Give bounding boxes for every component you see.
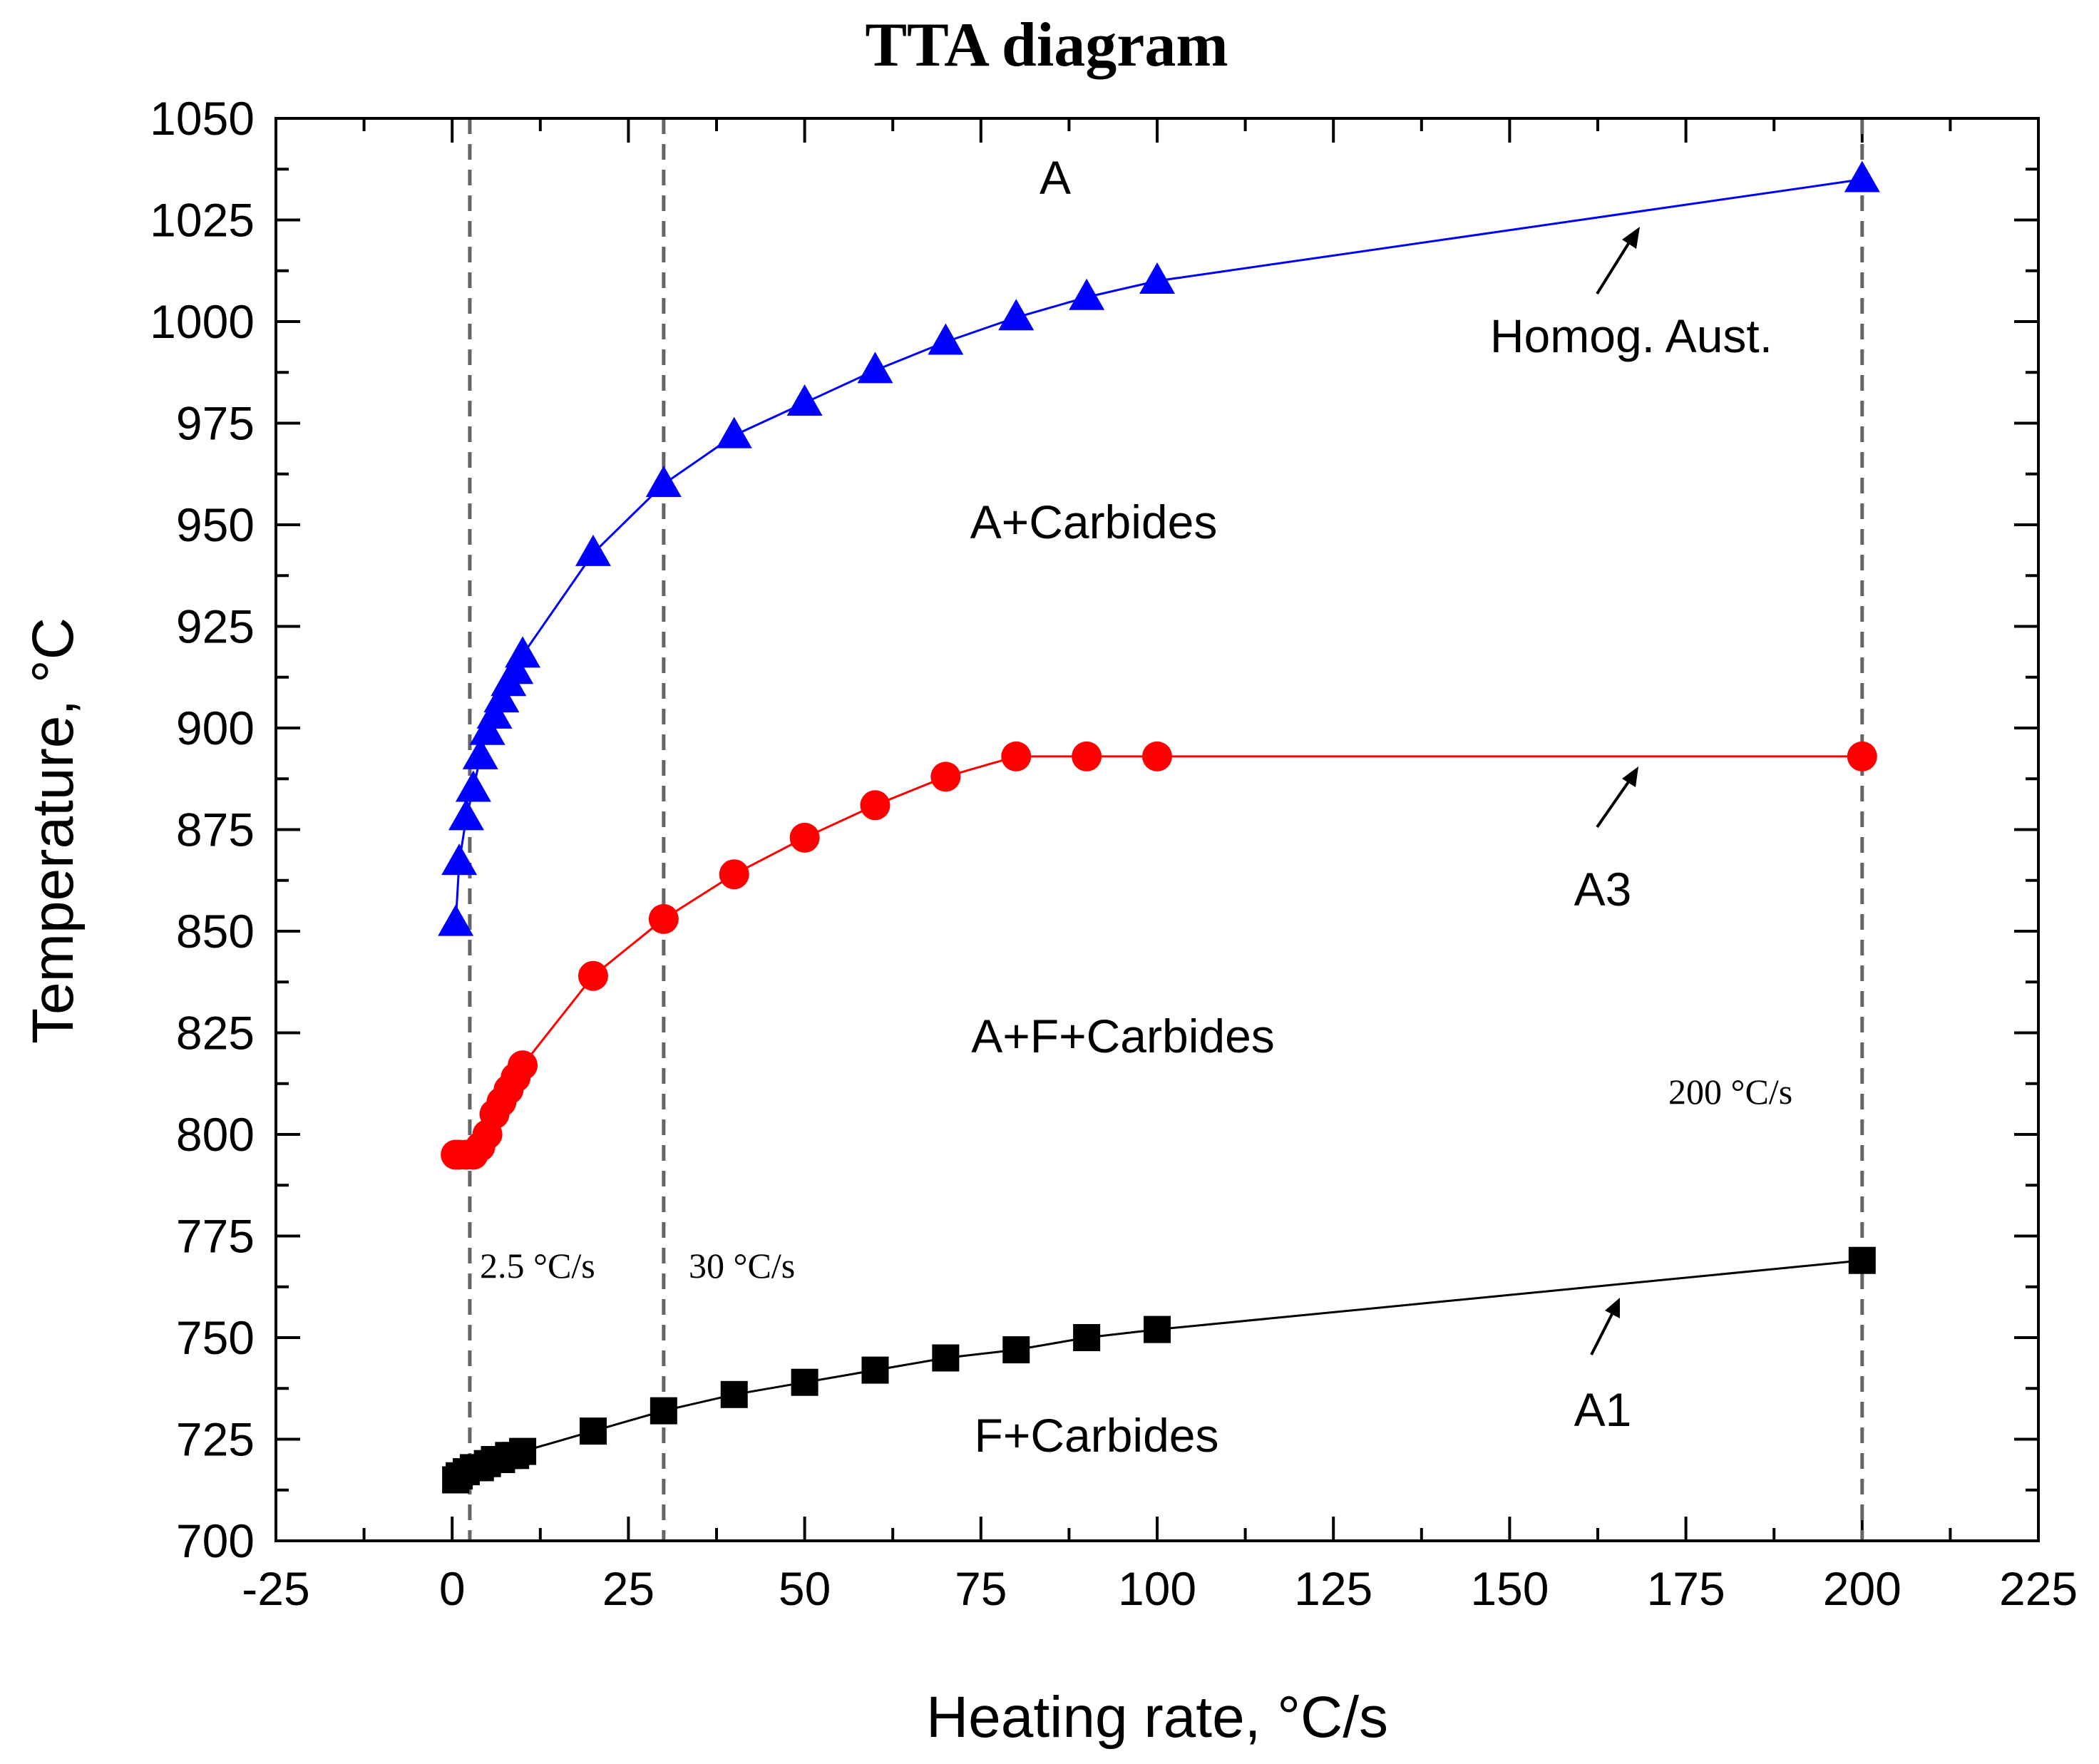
a1-data-point bbox=[1002, 1336, 1030, 1364]
series-line-a3 bbox=[456, 755, 1862, 1156]
x-tick-label: 25 bbox=[602, 1562, 655, 1615]
rate-label-2-5: 2.5 °C/s bbox=[480, 1246, 595, 1286]
a1-data-point bbox=[932, 1344, 960, 1372]
a1-data-point bbox=[579, 1417, 607, 1445]
homog-aust-data-point bbox=[505, 636, 541, 668]
y-tick-label: 950 bbox=[176, 498, 255, 551]
y-tick-label: 975 bbox=[176, 397, 255, 450]
homog-aust-data-point bbox=[448, 799, 484, 831]
homog-aust-data-point bbox=[575, 534, 611, 566]
curve-label-homog-aust: Homog. Aust. bbox=[1490, 309, 1772, 362]
a3-data-point bbox=[648, 903, 679, 934]
homog-aust-data-point bbox=[476, 697, 513, 729]
y-tick-label: 1025 bbox=[150, 194, 255, 247]
y-tick-label: 875 bbox=[176, 804, 255, 856]
a1-data-point bbox=[861, 1356, 889, 1384]
homog-aust-data-point bbox=[483, 681, 520, 713]
a3-data-point bbox=[1001, 741, 1032, 771]
a1-data-point bbox=[509, 1437, 537, 1465]
homog-aust-data-point bbox=[441, 843, 478, 876]
a3-data-point bbox=[930, 762, 961, 792]
y-tick-label: 1000 bbox=[150, 295, 255, 348]
x-axis-title: Heating rate, °C/s bbox=[926, 1685, 1388, 1750]
x-tick-label: 75 bbox=[955, 1562, 1007, 1615]
curve-label-a3: A3 bbox=[1574, 863, 1632, 916]
a1-data-point bbox=[791, 1368, 818, 1396]
y-tick-label: 750 bbox=[176, 1311, 255, 1364]
homog-aust-data-point bbox=[928, 323, 964, 355]
a1-data-point bbox=[650, 1397, 677, 1425]
x-axis-ticks: -25 0 25 50 75 100 125 150 175 200 225 bbox=[242, 118, 2078, 1615]
region-label-a-f-carbides: A+F+Carbides bbox=[971, 1010, 1275, 1062]
y-tick-label: 700 bbox=[176, 1514, 255, 1567]
a3-data-point bbox=[719, 859, 749, 890]
homog-aust-data-point bbox=[786, 384, 823, 416]
homog-aust-data-point bbox=[716, 416, 752, 448]
homog-aust-data-point bbox=[998, 299, 1035, 331]
x-tick-label: 125 bbox=[1294, 1562, 1372, 1615]
x-tick-label: 200 bbox=[1823, 1562, 1902, 1615]
data-series bbox=[438, 160, 1880, 1494]
y-tick-label: 925 bbox=[176, 600, 255, 653]
a3-data-point bbox=[860, 790, 891, 821]
y-axis-ticks: 700 725 750 775 800 825 850 875 900 925 950 975 1000… bbox=[150, 92, 2038, 1567]
homog-aust-data-point bbox=[438, 904, 474, 936]
a1-data-point bbox=[1848, 1246, 1876, 1274]
curve-label-a1: A1 bbox=[1574, 1383, 1632, 1436]
rate-label-200: 200 °C/s bbox=[1668, 1072, 1792, 1112]
arrow-a1 bbox=[1590, 1298, 1620, 1355]
y-tick-label: 775 bbox=[176, 1210, 255, 1263]
y-tick-label: 1050 bbox=[150, 92, 255, 145]
x-tick-label: 50 bbox=[779, 1562, 831, 1615]
homog-aust-data-point bbox=[645, 466, 682, 497]
rate-label-30: 30 °C/s bbox=[689, 1246, 795, 1286]
a3-data-point bbox=[578, 960, 608, 991]
rate-reference-lines bbox=[468, 118, 1864, 1541]
a3-data-point bbox=[508, 1050, 538, 1081]
a3-data-point bbox=[1142, 741, 1172, 771]
homog-aust-data-point bbox=[1844, 160, 1880, 193]
x-tick-label: 225 bbox=[1999, 1562, 2078, 1615]
a1-data-point bbox=[1144, 1316, 1171, 1343]
y-tick-label: 725 bbox=[176, 1413, 255, 1466]
homog-aust-data-point bbox=[455, 770, 491, 802]
chart-title: TTA diagram bbox=[865, 11, 1228, 80]
region-label-austenite: A bbox=[1040, 151, 1071, 204]
arrow-homog-aust bbox=[1596, 227, 1640, 295]
homog-aust-data-point bbox=[469, 713, 505, 745]
homog-aust-data-point bbox=[462, 737, 498, 769]
y-tick-label: 850 bbox=[176, 905, 255, 958]
x-tick-label: 0 bbox=[439, 1562, 466, 1615]
arrow-a3 bbox=[1596, 766, 1638, 829]
a1-data-point bbox=[1073, 1324, 1101, 1351]
region-label-f-carbides: F+Carbides bbox=[975, 1409, 1219, 1462]
y-tick-label: 825 bbox=[176, 1007, 255, 1060]
y-tick-label: 800 bbox=[176, 1108, 255, 1161]
y-tick-label: 900 bbox=[176, 702, 255, 754]
region-label-a-carbides: A+Carbides bbox=[970, 496, 1218, 548]
plot-frame bbox=[274, 117, 2040, 1542]
homog-aust-data-point bbox=[1069, 278, 1105, 310]
a3-data-point bbox=[1072, 741, 1102, 771]
y-axis-title: Temperature, °C bbox=[21, 617, 86, 1044]
a3-data-point bbox=[789, 822, 820, 853]
a3-data-point bbox=[1847, 741, 1877, 771]
x-tick-label: 100 bbox=[1118, 1562, 1196, 1615]
homog-aust-data-point bbox=[498, 652, 534, 684]
a1-data-point bbox=[720, 1380, 748, 1408]
x-tick-label: 175 bbox=[1647, 1562, 1725, 1615]
homog-aust-data-point bbox=[1139, 262, 1175, 294]
homog-aust-data-point bbox=[857, 352, 893, 384]
x-tick-label: 150 bbox=[1470, 1562, 1549, 1615]
x-tick-label: -25 bbox=[242, 1562, 309, 1615]
